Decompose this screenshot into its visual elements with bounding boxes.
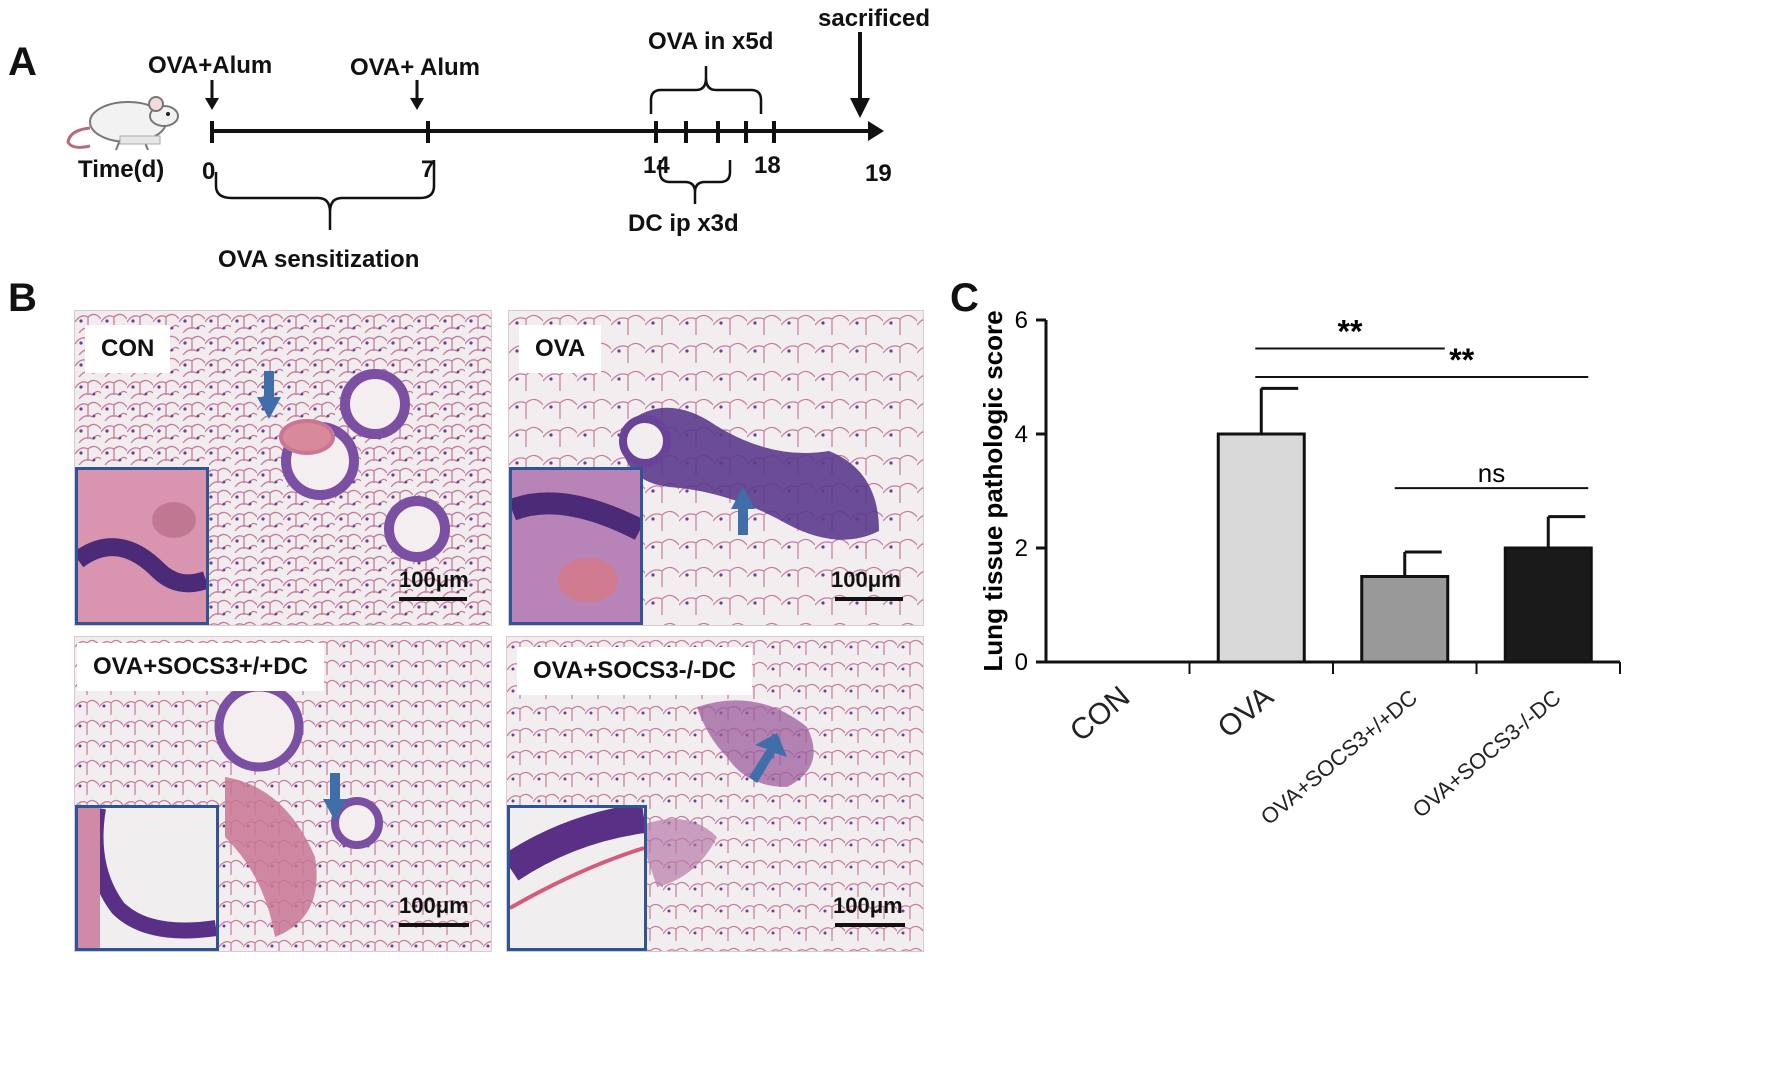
mouse-icon — [66, 96, 179, 151]
micrograph-con: CON 100μm — [74, 310, 492, 626]
significance-label: ns — [1478, 458, 1505, 488]
micrograph-ova-socs3-wt: OVA+SOCS3+/+DC 100μm — [74, 636, 492, 952]
panel-c-letter: C — [950, 276, 979, 320]
ova-sensitization-label: OVA sensitization — [218, 246, 420, 273]
x-tick-label: CON — [1064, 680, 1136, 748]
magnified-inset — [509, 467, 643, 625]
y-tick-label: 2 — [1015, 535, 1028, 562]
blue-arrow-icon — [257, 371, 281, 419]
micrograph-ova-socs3-ko: OVA+SOCS3-/-DC 100μm — [506, 636, 924, 952]
bar — [1503, 546, 1593, 664]
time-label: Time(d) — [78, 156, 165, 183]
x-tick-label: OVA — [1212, 680, 1280, 745]
x-tick-label: OVA+SOCS3+/+DC — [1256, 685, 1422, 830]
bar — [1216, 432, 1306, 664]
magnified-inset — [507, 805, 647, 951]
scale-bar — [835, 923, 905, 927]
brace-dc-ip — [658, 160, 732, 204]
scale-bar-label: 100μm — [399, 893, 469, 918]
brace-ova-sensitization — [214, 160, 436, 230]
magnified-inset — [75, 467, 209, 625]
tick-label-7: 7 — [421, 156, 435, 183]
scale-bar-label: 100μm — [833, 893, 903, 918]
y-tick-label: 0 — [1015, 649, 1028, 676]
dc-ip-label: DC ip x3d — [628, 210, 739, 237]
micrograph-label: CON — [85, 325, 171, 373]
scale-bar — [835, 597, 903, 601]
ova-alum-label-2: OVA+ Alum — [350, 54, 481, 81]
brace-ova-in — [649, 66, 763, 114]
y-axis-label: Lung tissue pathologic score — [978, 310, 1008, 671]
tick-label-18: 18 — [754, 152, 781, 179]
y-tick-label: 4 — [1015, 421, 1028, 448]
timeline-arrowhead — [868, 121, 884, 141]
x-tick-label: OVA+SOCS3-/-DC — [1408, 685, 1566, 823]
panel-a-letter: A — [8, 40, 37, 84]
scale-bar — [399, 923, 469, 927]
scale-bar-label: 100μm — [399, 567, 469, 592]
tick-label-19: 19 — [865, 160, 892, 187]
y-tick-label: 6 — [1015, 307, 1028, 334]
blue-arrow-icon — [323, 773, 347, 821]
panel-b-letter: B — [8, 276, 37, 320]
tick-label-14: 14 — [643, 152, 670, 179]
tick-label-0: 0 — [202, 158, 216, 185]
blue-arrow-icon — [749, 733, 787, 783]
micrograph-ova: OVA 100μm — [508, 310, 924, 626]
sacrificed-label: sacrificed — [818, 5, 931, 32]
magnified-inset — [75, 805, 219, 951]
timeline-diagram — [205, 32, 884, 230]
micrograph-label: OVA — [519, 325, 602, 373]
micrograph-label: OVA+SOCS3-/-DC — [517, 647, 752, 695]
micrograph-label: OVA+SOCS3+/+DC — [77, 643, 324, 691]
scale-bar — [399, 597, 467, 601]
bar — [1360, 575, 1450, 664]
blue-arrow-icon — [731, 487, 755, 535]
significance-label: ** — [1449, 342, 1474, 378]
significance-label: ** — [1338, 314, 1363, 350]
ova-alum-label-1: OVA+Alum — [148, 52, 273, 79]
ova-in-label: OVA in x5d — [648, 28, 774, 55]
scale-bar-label: 100μm — [831, 567, 901, 592]
